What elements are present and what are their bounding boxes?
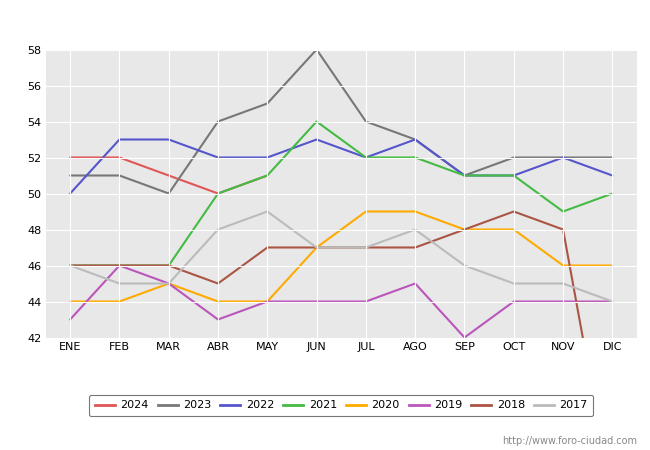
- Text: Afiliados en Almonacid de la Cuba a 31/5/2024: Afiliados en Almonacid de la Cuba a 31/5…: [131, 11, 519, 29]
- Legend: 2024, 2023, 2022, 2021, 2020, 2019, 2018, 2017: 2024, 2023, 2022, 2021, 2020, 2019, 2018…: [89, 395, 593, 416]
- Text: http://www.foro-ciudad.com: http://www.foro-ciudad.com: [502, 436, 637, 446]
